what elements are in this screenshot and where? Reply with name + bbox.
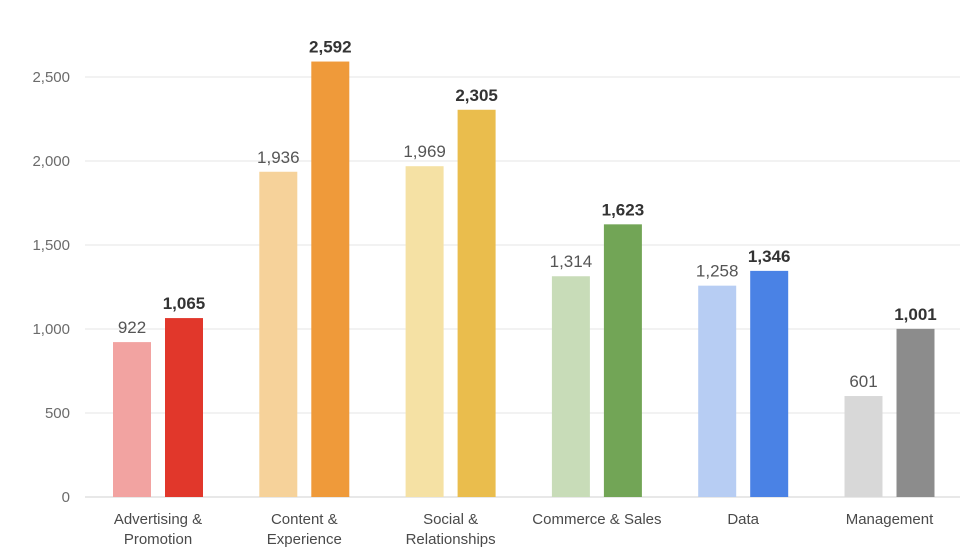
x-tick-label: Social & — [423, 511, 478, 528]
data-label: 1,065 — [163, 294, 206, 313]
data-label: 1,623 — [602, 200, 645, 219]
bar — [698, 285, 737, 497]
x-tick-label: Data — [727, 511, 759, 528]
bar — [165, 318, 203, 497]
data-label: 922 — [118, 318, 146, 337]
data-label: 1,969 — [403, 142, 446, 161]
data-label: 2,305 — [455, 86, 498, 105]
x-tick-label: Experience — [267, 531, 342, 548]
bar — [750, 270, 789, 497]
value-labels: 922 1,065 1,936 2,592 1,969 2,305 1,314 1,623 1,… — [118, 38, 937, 391]
bar — [113, 342, 151, 497]
data-label: 2,592 — [309, 38, 352, 57]
bar — [603, 224, 642, 497]
bars — [113, 61, 935, 497]
y-tick-label: 2,500 — [32, 69, 70, 86]
x-axis: Advertising & Promotion Content & Experienc… — [114, 511, 934, 548]
x-tick-label: Relationships — [406, 531, 496, 548]
bar — [844, 396, 883, 497]
x-tick-label: Promotion — [124, 531, 192, 548]
x-tick-label: Content & — [271, 511, 338, 528]
x-tick-label: Commerce & Sales — [532, 511, 661, 528]
bar — [457, 109, 496, 497]
data-label: 601 — [849, 372, 877, 391]
bar — [405, 166, 444, 497]
grid-lines — [85, 76, 960, 498]
bar — [896, 328, 935, 497]
y-tick-label: 1,000 — [32, 321, 70, 338]
x-tick-label: Management — [846, 511, 934, 528]
data-label: 1,936 — [257, 148, 300, 167]
data-label: 1,314 — [550, 252, 593, 271]
x-tick-label: Advertising & — [114, 511, 202, 528]
data-label: 1,258 — [696, 262, 739, 281]
data-label: 1,001 — [894, 305, 937, 324]
y-tick-label: 500 — [45, 405, 70, 422]
data-label: 1,346 — [748, 247, 791, 266]
y-tick-label: 2,000 — [32, 153, 70, 170]
bar — [259, 171, 298, 497]
bar — [311, 61, 350, 497]
bar — [551, 276, 590, 497]
y-axis: 0 500 1,000 1,500 2,000 2,500 — [32, 69, 70, 506]
y-tick-label: 0 — [62, 489, 70, 506]
y-tick-label: 1,500 — [32, 237, 70, 254]
